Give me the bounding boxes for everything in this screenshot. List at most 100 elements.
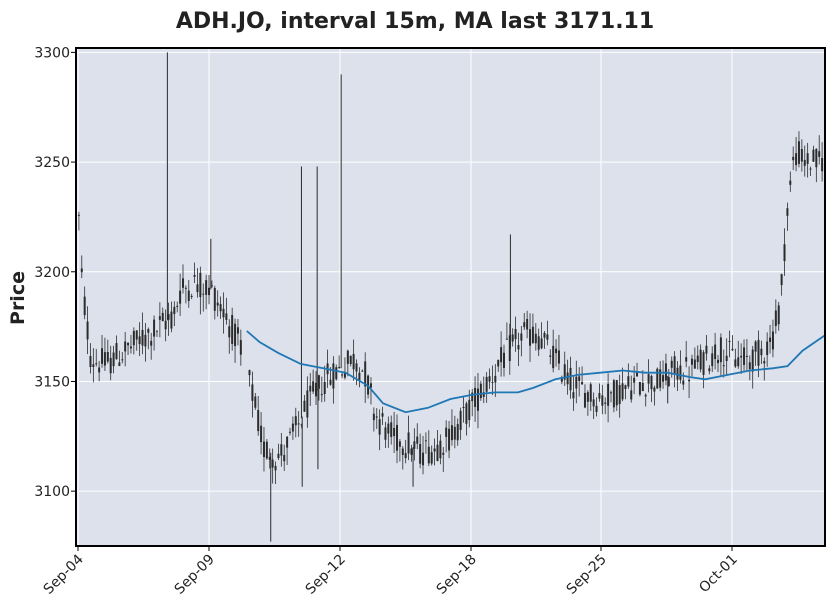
candle-body (586, 392, 589, 402)
candle-body (419, 444, 422, 464)
candle-body (213, 288, 216, 311)
x-tick-label: Sep-04 (41, 551, 87, 597)
candle-body (329, 379, 332, 385)
candle-body (702, 352, 705, 375)
candle-body (413, 441, 416, 449)
candle-body (219, 304, 222, 312)
candle-body (488, 376, 491, 382)
gridlines (76, 48, 825, 546)
candle-body (543, 332, 546, 338)
candle-body (364, 361, 367, 387)
candle-body (144, 334, 147, 347)
candle-body (210, 285, 213, 287)
candle-body (439, 440, 442, 459)
candle-body (731, 348, 734, 351)
candle-body (98, 367, 101, 373)
candle-body (745, 355, 748, 357)
candle-body (277, 453, 280, 458)
x-tick-label: Oct-01 (696, 552, 741, 597)
candle-body (291, 423, 294, 432)
candle-body (555, 348, 558, 354)
candle-body (485, 376, 488, 392)
candle-body (124, 341, 127, 352)
candle-body (346, 350, 349, 364)
candle-body (442, 452, 445, 455)
candle-body (662, 375, 665, 382)
candle-body (500, 347, 503, 363)
candle-body (335, 367, 338, 380)
candle-body (271, 459, 274, 468)
candle-body (734, 359, 737, 367)
candle-body (141, 329, 144, 346)
candle-body (569, 367, 572, 391)
y-tick-label: 3200 (34, 265, 70, 281)
candle-body (497, 359, 500, 367)
candle-body (786, 208, 789, 216)
candle-body (771, 331, 774, 350)
candle-body (265, 441, 268, 459)
candle-body (115, 343, 118, 360)
candle-body (184, 287, 187, 289)
candle-body (396, 424, 398, 451)
x-tick-label: Sep-25 (564, 552, 610, 598)
candle-body (315, 382, 318, 397)
candle-body (789, 180, 792, 185)
candle-body (86, 321, 89, 340)
candle-body (268, 456, 271, 460)
candle-body (234, 323, 237, 347)
candle-body (471, 392, 474, 402)
candle-body (187, 290, 190, 301)
candle-body (601, 395, 604, 406)
candle-body (653, 387, 656, 392)
candle-body (132, 330, 135, 346)
candle-body (112, 352, 115, 367)
candle-body (529, 329, 532, 346)
candle-body (155, 330, 158, 332)
candle-body (650, 375, 653, 390)
candle-body (416, 436, 419, 444)
candle-body (393, 427, 396, 437)
candle-body (682, 380, 685, 385)
candle-body (248, 370, 251, 376)
candle-body (167, 314, 170, 320)
candle-body (312, 381, 315, 392)
candle-body (398, 441, 401, 447)
candle-body (358, 372, 361, 381)
x-tick-label: Sep-12 (303, 552, 349, 598)
candle-body (482, 392, 485, 397)
candle-body (693, 359, 696, 369)
candle-body (523, 322, 526, 328)
candle-body (239, 340, 242, 355)
candle-body (474, 387, 477, 407)
candle-body (170, 311, 173, 329)
candle-body (251, 384, 254, 401)
candle-body (714, 344, 717, 360)
candle-body (355, 363, 358, 372)
candle-body (332, 363, 335, 389)
candle-body (792, 156, 795, 161)
candle-body (604, 402, 607, 404)
candle-body (164, 320, 167, 330)
candle-body (722, 365, 725, 367)
candle-body (777, 305, 780, 325)
candle-body (517, 345, 520, 350)
candle-body (809, 168, 812, 170)
candle-body (670, 360, 673, 368)
candle-body (92, 364, 95, 367)
candle-body (659, 369, 662, 388)
candle-body (118, 362, 121, 367)
candle-body (387, 423, 390, 434)
candle-body (505, 338, 508, 340)
candle-body (453, 426, 456, 440)
candle-body (479, 383, 482, 399)
candle-body (199, 272, 202, 298)
candle-body (638, 381, 641, 395)
candle-body (708, 368, 711, 372)
candle-body (641, 383, 644, 392)
candle-body (656, 368, 659, 389)
y-axis-label: Price (7, 271, 29, 325)
candle-body (644, 394, 647, 397)
candle-body (534, 333, 537, 344)
candle-body (737, 357, 740, 367)
